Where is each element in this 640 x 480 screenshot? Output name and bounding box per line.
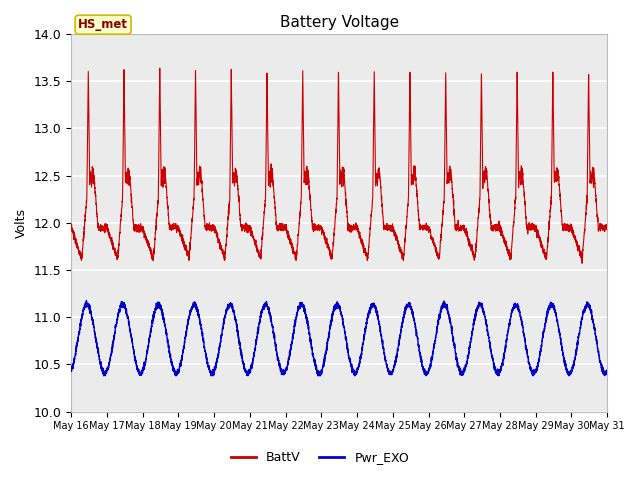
Y-axis label: Volts: Volts (15, 208, 28, 238)
Legend: BattV, Pwr_EXO: BattV, Pwr_EXO (226, 446, 414, 469)
Title: Battery Voltage: Battery Voltage (280, 15, 399, 30)
Text: HS_met: HS_met (78, 18, 128, 31)
